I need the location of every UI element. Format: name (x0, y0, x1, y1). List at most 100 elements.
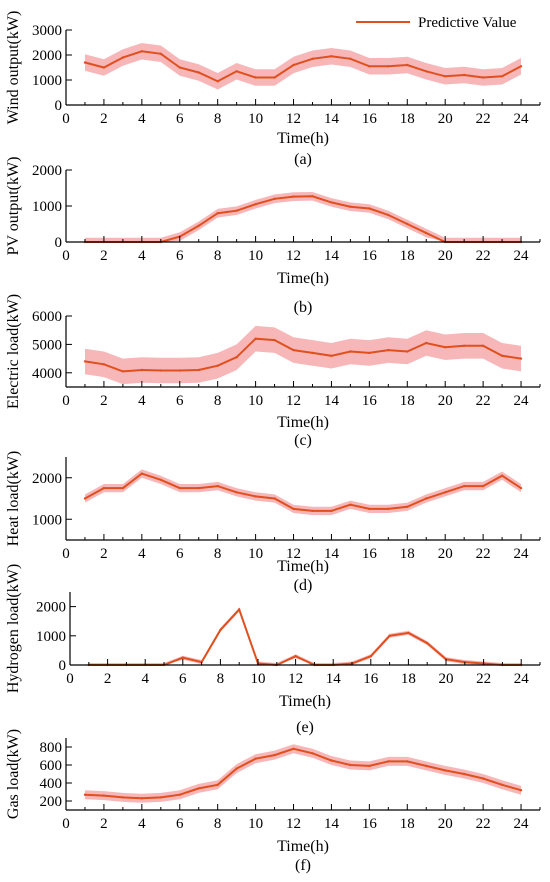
data-point (330, 55, 333, 58)
data-point (102, 363, 106, 366)
x-tick-label: 14 (324, 546, 340, 562)
data-point (406, 222, 409, 226)
data-point (519, 65, 523, 68)
data-point (463, 73, 466, 77)
x-tick-label: 12 (286, 393, 301, 409)
data-point (368, 65, 371, 68)
data-point (425, 764, 428, 768)
x-tick-label: 2 (100, 111, 108, 127)
data-point (235, 356, 238, 359)
x-tick-label: 4 (141, 671, 149, 687)
confidence-band (85, 192, 521, 242)
data-point (292, 195, 295, 198)
x-tick-label: 2 (100, 393, 108, 409)
x-tick-label: 6 (176, 111, 184, 127)
x-tick-label: 18 (400, 248, 415, 264)
data-point (292, 63, 295, 67)
y-tick-label: 0 (59, 658, 67, 674)
data-point (159, 796, 162, 799)
x-tick-label: 16 (362, 111, 378, 127)
x-tick-label: 12 (288, 671, 303, 687)
data-point (444, 346, 447, 349)
data-point (500, 783, 504, 786)
y-axis-label: Heat load(kW) (5, 451, 22, 547)
x-tick-label: 0 (62, 546, 70, 562)
data-point (425, 341, 428, 345)
data-point (254, 76, 257, 79)
data-point (387, 760, 390, 763)
data-point (425, 231, 428, 235)
x-tick-label: 2 (100, 546, 108, 562)
data-point (273, 497, 276, 500)
x-tick-label: 24 (514, 816, 530, 832)
series-line (84, 337, 522, 373)
y-tick-label: 800 (40, 740, 63, 756)
data-point (349, 350, 352, 353)
x-tick-label: 0 (62, 111, 70, 127)
data-point (254, 495, 257, 498)
chart-panel: 0 2 4 6 8 10 12 14 16 18 20 22 24010002000Time(h)Hyd… (5, 564, 541, 736)
x-tick-label: 24 (514, 671, 530, 687)
x-tick-label: 10 (248, 816, 263, 832)
data-point (83, 497, 87, 500)
x-tick-label: 22 (476, 111, 491, 127)
x-tick-label: 12 (286, 546, 301, 562)
data-point (83, 360, 87, 363)
x-tick-label: 14 (324, 248, 340, 264)
data-point (159, 369, 162, 372)
data-point (216, 80, 219, 83)
x-tick-label: 22 (476, 671, 491, 687)
panel-tag: (f) (295, 857, 311, 874)
confidence-band (88, 607, 522, 665)
data-point (481, 76, 485, 79)
data-point (235, 209, 238, 212)
y-axis-label: Hydrogen load(kW) (5, 564, 22, 693)
data-point (83, 61, 87, 64)
x-tick-label: 4 (138, 111, 146, 127)
x-tick-label: 0 (62, 248, 70, 264)
x-tick-label: 6 (176, 393, 184, 409)
x-tick-label: 18 (400, 111, 415, 127)
data-point (349, 205, 352, 208)
data-point (102, 794, 106, 797)
data-point (311, 351, 314, 355)
data-point (292, 747, 295, 750)
data-point (294, 655, 297, 658)
x-axis-label: Time(h) (277, 558, 329, 575)
x-tick-label: 10 (251, 671, 266, 687)
chart-panel: 0 2 4 6 8 10 12 14 16 18 20 22 24010002000Time(h)PV … (5, 157, 541, 316)
y-tick-label: 3000 (32, 23, 62, 39)
x-tick-label: 6 (176, 546, 184, 562)
x-tick-label: 2 (100, 816, 108, 832)
x-tick-label: 20 (438, 546, 453, 562)
x-tick-label: 20 (438, 816, 453, 832)
x-axis-label: Time(h) (277, 270, 329, 287)
x-tick-label: 10 (248, 248, 263, 264)
data-point (102, 486, 106, 490)
y-tick-label: 400 (40, 776, 63, 792)
data-point (178, 793, 181, 796)
data-point (481, 777, 485, 780)
data-point (330, 759, 333, 762)
data-point (235, 767, 238, 770)
data-point (369, 655, 372, 658)
y-tick-label: 600 (40, 758, 63, 774)
x-tick-label: 18 (401, 671, 416, 687)
data-point (178, 369, 181, 372)
data-point (519, 789, 523, 792)
data-point (463, 484, 466, 488)
y-axis-label: Gas load(kW) (5, 729, 22, 819)
data-point (444, 75, 447, 78)
x-tick-label: 4 (138, 248, 146, 264)
data-point (273, 753, 276, 757)
x-tick-label: 4 (138, 816, 146, 832)
data-point (197, 71, 200, 74)
data-point (368, 507, 371, 511)
x-tick-label: 8 (217, 671, 225, 687)
x-tick-label: 14 (326, 671, 342, 687)
data-point (519, 486, 523, 490)
x-tick-label: 4 (138, 546, 146, 562)
data-point (368, 351, 371, 355)
data-point (121, 486, 125, 490)
x-axis-label: Time(h) (279, 693, 331, 710)
